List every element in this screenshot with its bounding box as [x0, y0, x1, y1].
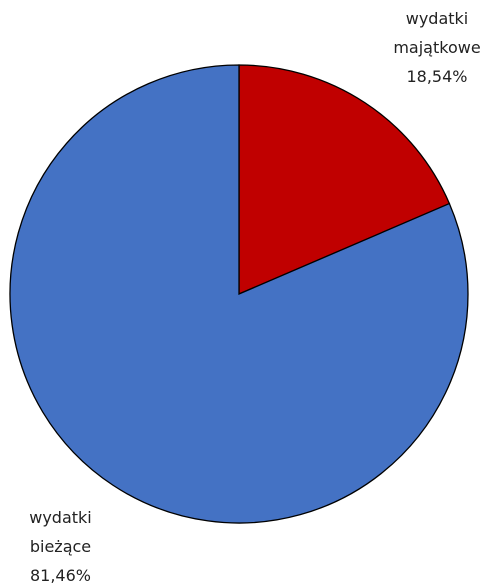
category-label: wydatki majątkowe: [393, 9, 481, 57]
value-label: 18,54%: [406, 67, 468, 86]
category-label: wydatki bieżące: [29, 508, 92, 556]
slice-label: wydatki bieżące 81,46%: [8, 503, 113, 587]
value-label: 81,46%: [29, 566, 91, 585]
pie-slice: [238, 64, 451, 295]
slice-label: wydatki majątkowe 18,54%: [382, 4, 492, 91]
pie-slice: [9, 64, 469, 524]
